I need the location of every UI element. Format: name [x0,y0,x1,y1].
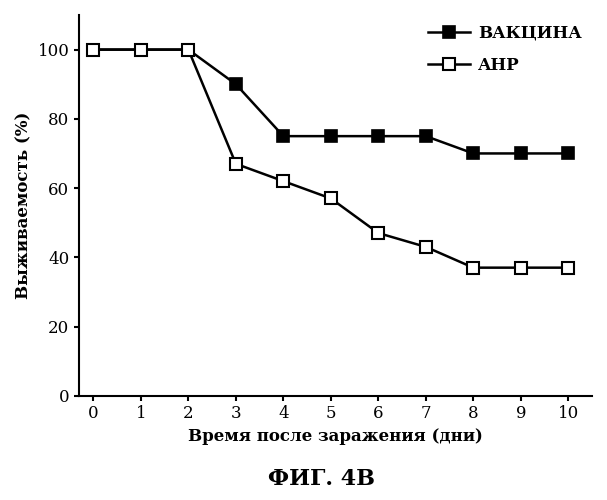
ВАКЦИНА [422,133,429,139]
ВАКЦИНА [90,46,97,52]
АНР [232,161,240,167]
АНР [90,46,97,52]
АНР [517,264,524,270]
ВАКЦИНА [375,133,382,139]
АНР [280,178,287,184]
ВАКЦИНА [517,150,524,156]
ВАКЦИНА [185,46,192,52]
Line: ВАКЦИНА: ВАКЦИНА [87,44,574,160]
X-axis label: Время после заражения (дни): Время после заражения (дни) [188,428,483,445]
ВАКЦИНА [327,133,334,139]
ВАКЦИНА [470,150,477,156]
ВАКЦИНА [280,133,287,139]
Text: ФИГ. 4В: ФИГ. 4В [268,468,375,490]
Legend: ВАКЦИНА, АНР: ВАКЦИНА, АНР [422,18,589,80]
ВАКЦИНА [232,81,240,87]
АНР [565,264,572,270]
Y-axis label: Выживаемость (%): Выживаемость (%) [15,112,32,299]
Line: АНР: АНР [87,44,574,274]
АНР [327,196,334,202]
АНР [422,244,429,250]
АНР [185,46,192,52]
ВАКЦИНА [565,150,572,156]
АНР [137,46,144,52]
АНР [470,264,477,270]
ВАКЦИНА [137,46,144,52]
АНР [375,230,382,236]
